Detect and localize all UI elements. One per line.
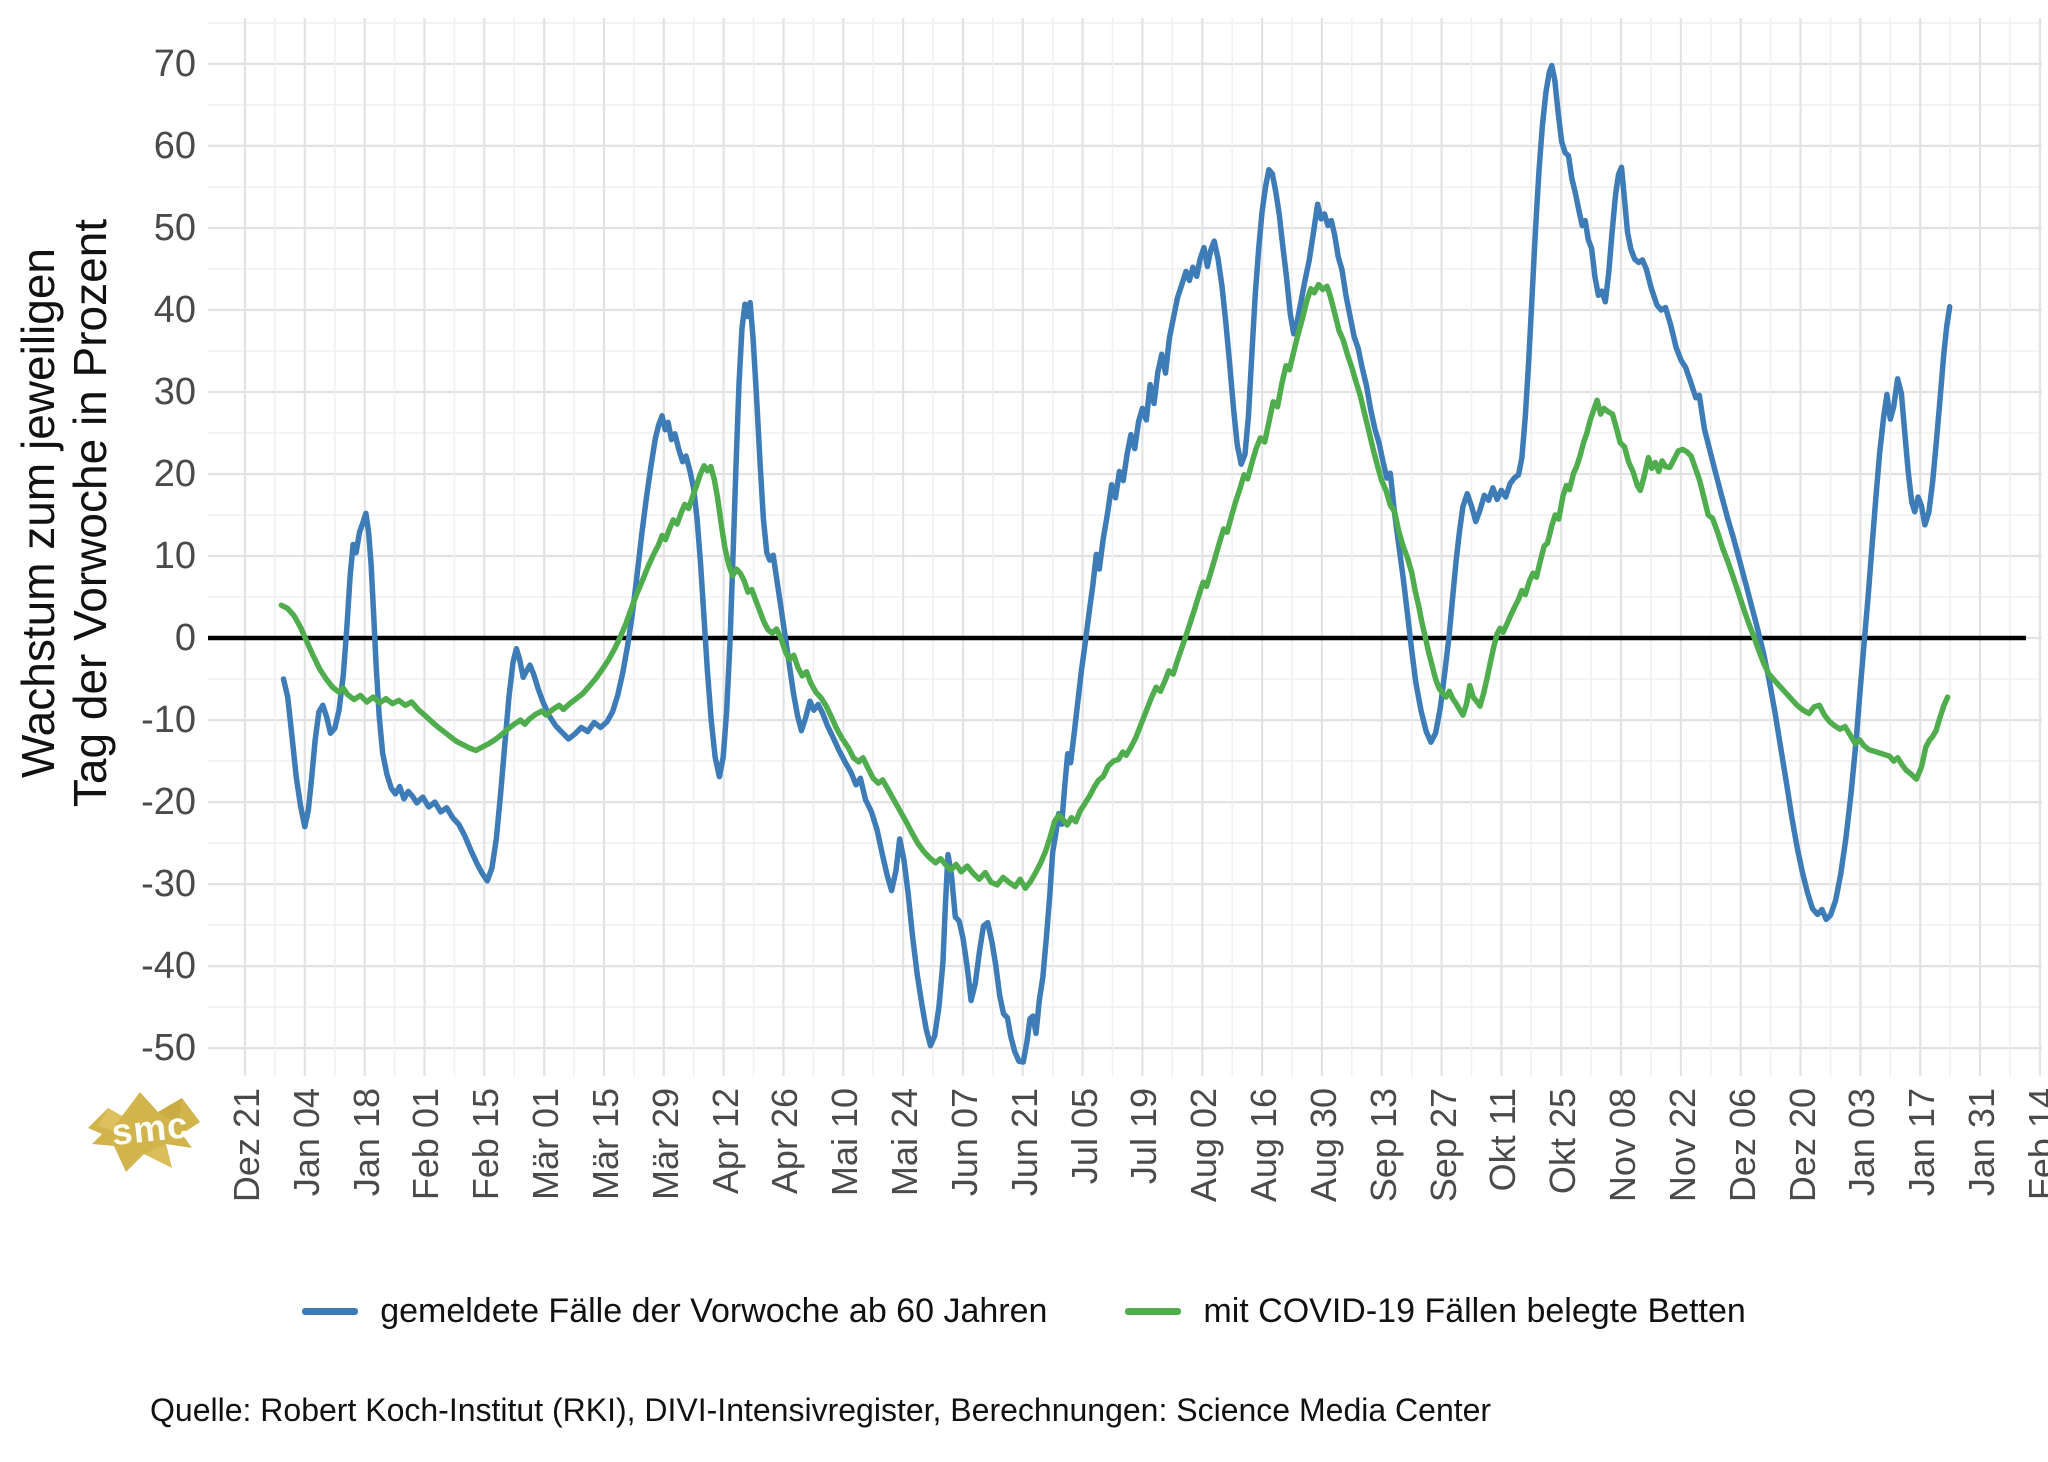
y-tick-label: -20 — [141, 781, 196, 823]
y-tick-label: 30 — [153, 371, 196, 413]
x-tick-label: Dez 21 — [226, 1088, 267, 1203]
legend-label-cases: gemeldete Fälle der Vorwoche ab 60 Jahre… — [380, 1292, 1048, 1330]
y-tick-label: 50 — [153, 207, 196, 249]
x-tick-label: Apr 26 — [764, 1088, 805, 1195]
y-tick-label: 60 — [153, 125, 196, 167]
x-tick-label: Sep 27 — [1423, 1088, 1464, 1203]
legend-label-beds: mit COVID-19 Fällen belegte Betten — [1203, 1292, 1746, 1330]
source-text: Quelle: Robert Koch-Institut (RKI), DIVI… — [150, 1392, 1492, 1428]
x-tick-label: Mär 01 — [525, 1088, 566, 1201]
y-tick-label: 0 — [174, 617, 196, 659]
smc-logo-facet — [144, 1144, 172, 1168]
x-tick-label: Aug 16 — [1243, 1088, 1284, 1203]
v-gridlines — [243, 18, 2042, 1076]
x-tick-label: Jul 05 — [1064, 1088, 1105, 1185]
x-tick-label: Jan 03 — [1841, 1088, 1882, 1197]
chart-legend: gemeldete Fälle der Vorwoche ab 60 Jahre… — [0, 1292, 2048, 1331]
series-line-cases — [280, 62, 1953, 1065]
x-tick-label: Feb 15 — [465, 1088, 506, 1201]
x-tick-label: Jun 07 — [944, 1088, 985, 1197]
plot-area — [208, 18, 2042, 1076]
y-tick-label: 40 — [153, 289, 196, 331]
smc-logo: smc — [88, 1092, 200, 1172]
x-tick-label: Feb 01 — [405, 1088, 446, 1201]
smc-logo-facet — [98, 1108, 122, 1130]
x-tick-label: Nov 08 — [1602, 1088, 1643, 1203]
y-tick-label: -30 — [141, 863, 196, 905]
legend-item-beds: mit COVID-19 Fällen belegte Betten — [1125, 1292, 1746, 1331]
x-tick-label: Aug 30 — [1303, 1088, 1344, 1203]
x-tick-label: Jan 18 — [346, 1088, 387, 1197]
y-tick-label: 20 — [153, 453, 196, 495]
x-tick-label: Mär 29 — [645, 1088, 686, 1201]
x-tick-label: Mai 10 — [824, 1088, 865, 1197]
x-tick-label: Apr 12 — [705, 1088, 746, 1195]
x-tick-label: Mai 24 — [884, 1088, 925, 1197]
x-tick-label: Feb 14 — [2021, 1088, 2048, 1201]
x-tick-label: Jan 04 — [286, 1088, 327, 1197]
h-gridlines — [208, 22, 2042, 1050]
y-tick-label: -50 — [141, 1027, 196, 1069]
legend-swatch-beds — [1125, 1308, 1182, 1315]
legend-item-cases: gemeldete Fälle der Vorwoche ab 60 Jahre… — [302, 1292, 1047, 1331]
smc-logo-facet — [158, 1098, 182, 1124]
x-tick-label: Mär 15 — [585, 1088, 626, 1201]
chart-panel — [208, 18, 2042, 1076]
x-tick-label: Okt 11 — [1482, 1088, 1523, 1192]
x-tick-label: Dez 06 — [1722, 1088, 1763, 1203]
x-tick-label: Sep 13 — [1363, 1088, 1404, 1203]
x-tick-label: Aug 02 — [1183, 1088, 1224, 1203]
x-tick-label: Jun 21 — [1004, 1088, 1045, 1197]
y-tick-label: 10 — [153, 535, 196, 577]
series-line-beds — [278, 281, 1951, 891]
x-tick-label: Jan 31 — [1961, 1088, 2002, 1197]
y-tick-label: 70 — [153, 43, 196, 85]
y-tick-label: -10 — [141, 699, 196, 741]
x-tick-label: Okt 25 — [1542, 1088, 1583, 1195]
x-tick-label: Nov 22 — [1662, 1088, 1703, 1203]
x-tick-label: Dez 20 — [1782, 1088, 1823, 1203]
smc-logo-text: smc — [110, 1104, 191, 1153]
legend-swatch-cases — [302, 1308, 359, 1315]
x-tick-label: Jul 19 — [1123, 1088, 1164, 1185]
y-tick-label: -40 — [141, 945, 196, 987]
x-tick-label: Jan 17 — [1901, 1088, 1942, 1197]
